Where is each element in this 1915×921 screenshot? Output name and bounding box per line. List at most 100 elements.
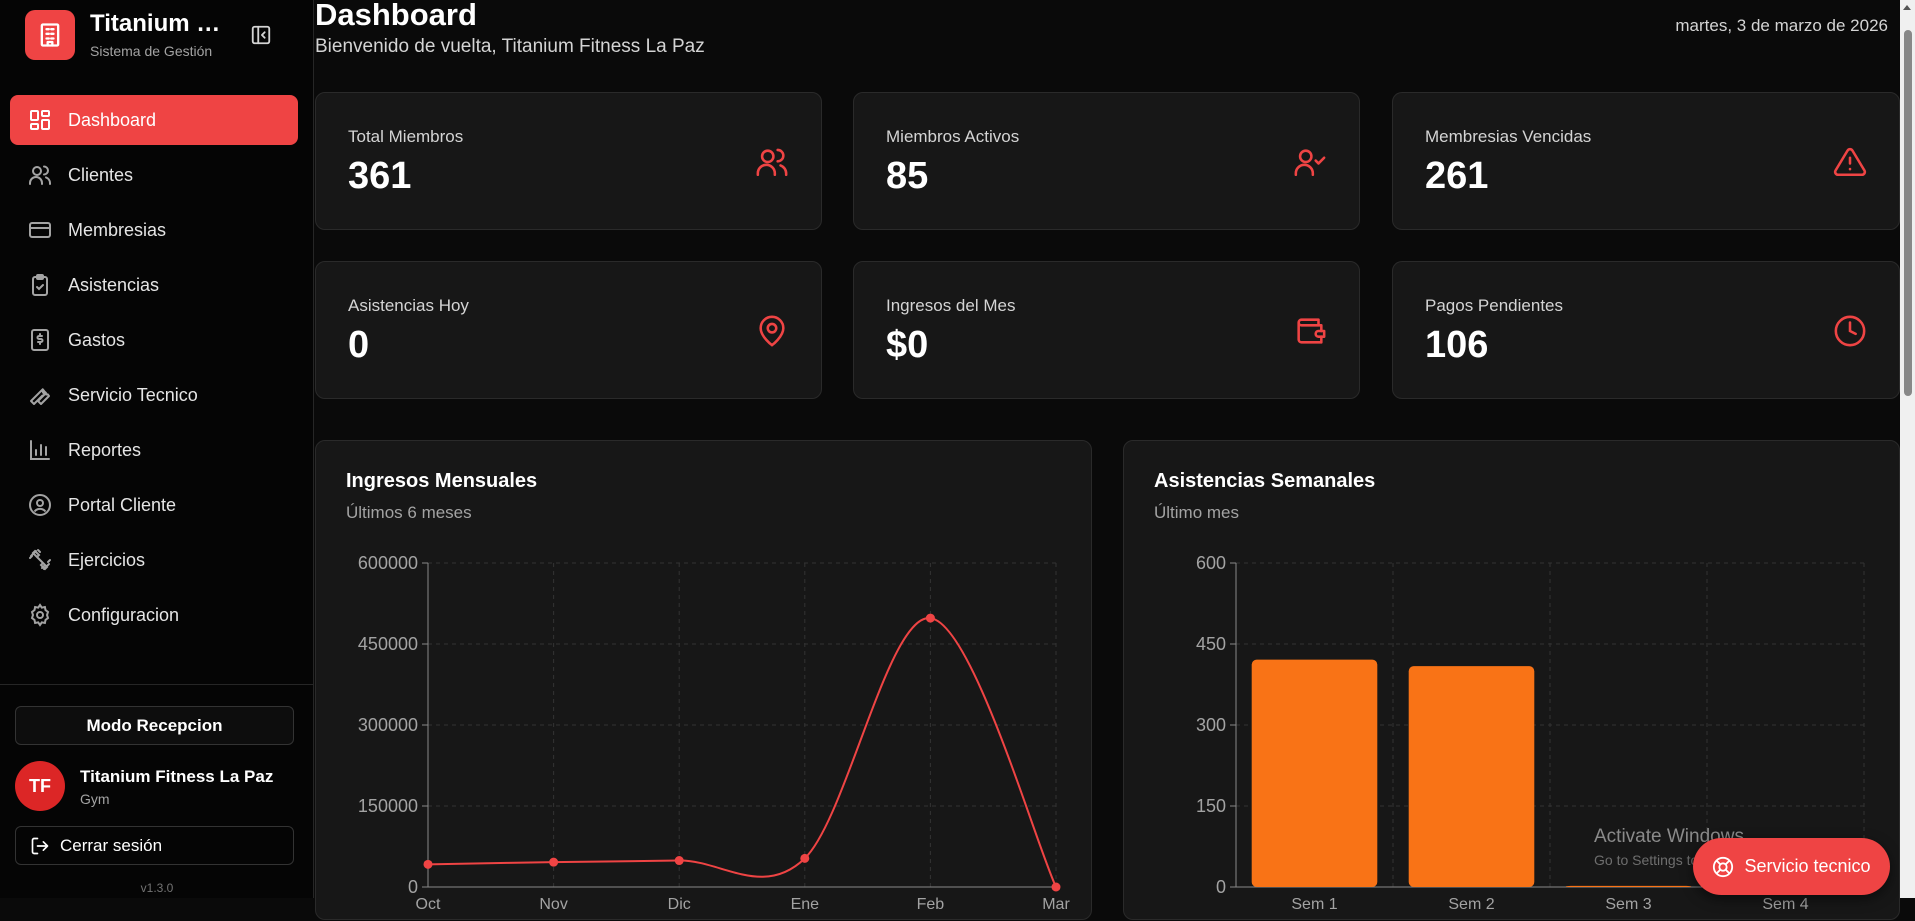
scroll-up-arrow[interactable] [1903,5,1911,10]
sidebar-item-label: Portal Cliente [68,494,177,515]
stat-value: 361 [348,155,412,197]
avatar: TF [15,761,65,811]
sidebar-item-label: Membresias [68,219,167,240]
sidebar-item-clientes[interactable]: Clientes [10,150,298,200]
sidebar-item-asistencias[interactable]: Asistencias [10,260,298,310]
y-tick-label: 450000 [358,634,418,654]
user-name: Titanium Fitness La Paz [80,767,274,786]
chart-subtitle: Último mes [1154,503,1240,522]
clipboard-check-icon [32,274,48,296]
x-tick-label: Sem 4 [1762,896,1808,913]
attendance-bar [1565,885,1692,887]
stat-card-total-miembros[interactable]: Total Miembros 361 [315,92,822,230]
user-role: Gym [80,791,110,807]
x-tick-label: Sem 1 [1291,896,1337,913]
stat-value: 0 [348,324,370,366]
income-series-line [427,617,1057,888]
x-tick-label: Feb [917,896,945,913]
sidebar-item-portal-cliente[interactable]: Portal Cliente [10,480,298,530]
user-circle-icon [29,494,51,516]
y-tick-label: 300000 [358,715,418,735]
sidebar-item-label: Dashboard [68,109,157,130]
attendance-bar [1408,666,1535,887]
sidebar-divider [0,684,314,685]
y-tick-label: 150000 [358,796,418,816]
attendance-bar [1251,659,1378,887]
sidebar-item-label: Gastos [68,329,126,350]
chart-title: Asistencias Semanales [1154,470,1376,492]
stat-card-membresias-vencidas[interactable]: Membresias Vencidas 261 [1392,92,1900,230]
stat-label: Miembros Activos [886,127,1020,146]
x-tick-label: Oct [416,896,441,913]
sidebar-item-ejercicios[interactable]: Ejercicios [10,535,298,585]
fab-label: Servicio tecnico [1744,856,1871,876]
card-icon [29,222,51,238]
logout-icon [31,837,49,854]
chart-subtitle: Últimos 6 meses [346,503,472,522]
x-tick-label: Sem 3 [1605,896,1651,913]
stat-value: 106 [1425,324,1489,366]
y-tick-label: 450 [1196,634,1226,654]
sidebar-item-label: Configuracion [68,604,180,625]
stat-label: Membresias Vencidas [1425,127,1592,146]
sidebar-item-label: Reportes [68,439,142,460]
sidebar-item-servicio-tecnico[interactable]: Servicio Tecnico [10,370,298,420]
map-pin-icon [759,315,785,347]
page-title: Dashboard [315,0,477,32]
bar-chart-icon [30,440,50,460]
warning-icon [1833,147,1867,177]
sidebar-item-dashboard[interactable]: Dashboard [10,95,298,145]
stat-value: 261 [1425,155,1489,197]
y-tick-label: 300 [1196,715,1226,735]
sidebar-item-configuracion[interactable]: Configuracion [10,590,298,640]
income-data-point [674,856,684,866]
stat-card-pagos-pendientes[interactable]: Pagos Pendientes 106 [1392,261,1900,399]
x-tick-label: Sem 2 [1448,896,1494,913]
stat-card-ingresos-mes[interactable]: Ingresos del Mes $0 [853,261,1360,399]
stat-label: Ingresos del Mes [886,296,1016,315]
building-icon [40,23,60,47]
user-check-icon [1294,149,1326,177]
logout-button[interactable]: Cerrar sesión [15,826,294,865]
reception-mode-button[interactable]: Modo Recepcion [15,706,294,745]
stat-label: Asistencias Hoy [348,296,469,315]
y-tick-label: 0 [408,877,418,897]
sidebar-item-gastos[interactable]: Gastos [10,315,298,365]
scroll-thumb[interactable] [1904,30,1912,396]
sidebar-item-reportes[interactable]: Reportes [10,425,298,475]
current-date: martes, 3 de marzo de 2026 [1675,16,1888,35]
receipt-dollar-icon [31,329,49,351]
main-content: Dashboard Bienvenido de vuelta, Titanium… [315,0,1900,920]
stat-card-miembros-activos[interactable]: Miembros Activos 85 [853,92,1360,230]
income-data-point [423,859,433,869]
stat-card-asistencias-hoy[interactable]: Asistencias Hoy 0 [315,261,822,399]
stat-value: $0 [886,324,929,366]
sidebar-item-label: Asistencias [68,274,160,295]
dashboard-icon [30,110,50,130]
income-data-point [549,857,559,867]
stat-label: Total Miembros [348,127,464,146]
sidebar-item-membresias[interactable]: Membresias [10,205,298,255]
clock-icon [1834,315,1866,347]
brand-logo[interactable] [25,10,75,60]
brand-title: Titanium Fitness [90,10,230,37]
wallet-icon [1297,318,1326,344]
x-tick-label: Nov [539,896,567,913]
y-tick-label: 600000 [358,553,418,573]
income-line-chart: 0 150000 300000 450000 600000 Oct Nov Dic Ene Feb… [358,553,1071,913]
sidebar-item-label: Servicio Tecnico [68,384,198,405]
page-scrollbar[interactable] [1900,0,1915,898]
gear-icon [30,603,50,627]
x-tick-label: Dic [668,896,691,913]
y-tick-label: 600 [1196,553,1226,573]
x-tick-label: Ene [791,896,820,913]
servicio-tecnico-button[interactable]: Servicio tecnico [1693,838,1890,895]
y-tick-label: 0 [1216,877,1226,897]
brand-subtitle: Sistema de Gestión [90,43,213,59]
users-icon [29,165,51,185]
y-tick-label: 150 [1196,796,1226,816]
collapse-sidebar-icon[interactable] [250,24,272,46]
income-data-point [925,613,935,623]
stat-value: 85 [886,155,929,197]
x-tick-label: Mar [1042,896,1070,913]
